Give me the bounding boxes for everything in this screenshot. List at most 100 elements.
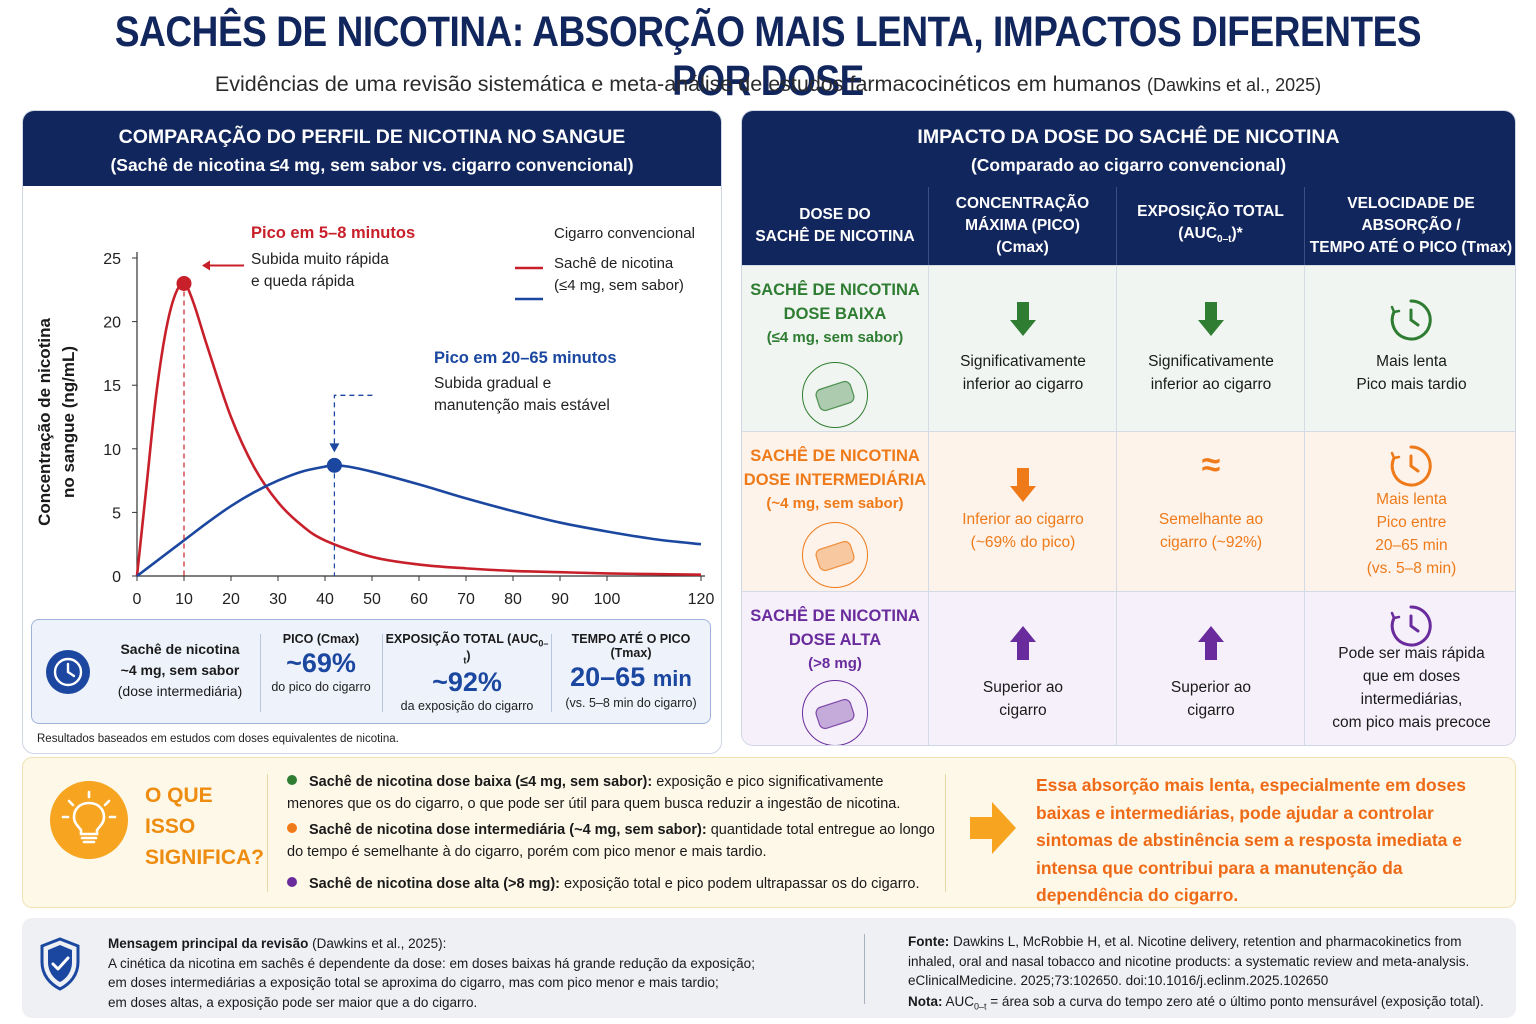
summary-tmax-value-row: 20–65 min [552,660,710,696]
subtitle-citation: (Dawkins et al., 2025) [1147,75,1322,95]
y-tick-label: 10 [103,442,121,459]
summary-divider [260,634,261,712]
x-tick-label: 60 [410,591,428,608]
dose-label-line2: DOSE BAIXA [783,305,887,323]
x-tick-label: 20 [222,591,240,608]
auc-cell: ≈ Semelhante ao cigarro (~92%) [1116,432,1304,592]
dose-label-line2: DOSE INTERMEDIÁRIA [743,471,927,489]
summary-label-line1: Sachê de nicotina [120,641,240,657]
auc-line2: inferior ao cigarro [1150,376,1272,393]
x-tick-label: 40 [316,591,334,608]
column-cmax-line2: MÁXIMA (PICO) [965,217,1080,234]
column-header-cmax: CONCENTRAÇÃO MÁXIMA (PICO) (Cmax) [928,187,1116,265]
table-row: SACHÊ DE NICOTINA DOSE INTERMEDIÁRIA (~4… [742,431,1515,592]
clock-icon [1390,445,1432,487]
page-subtitle: Evidências de uma revisão sistemática e … [0,72,1536,97]
x-tick-label: 120 [688,591,715,608]
dose-label-line1: SACHÊ DE NICOTINA [750,281,920,299]
note-auc-sub: 0–t [974,1001,987,1012]
table-row: SACHÊ DE NICOTINA DOSE BAIXA (≤4 mg, sem… [742,265,1515,432]
column-cmax-line1: CONCENTRAÇÃO [955,195,1090,212]
x-tick-label: 30 [269,591,287,608]
blood-profile-panel: COMPARAÇÃO DO PERFIL DE NICOTINA NO SANG… [22,110,722,754]
arrow-down-icon [1010,468,1036,502]
column-header-tmax: VELOCIDADE DE ABSORÇÃO / TEMPO ATÉ O PICO … [1304,187,1515,265]
bullet-text: exposição total e pico podem ultrapassar… [560,876,920,892]
y-tick-label: 15 [103,378,121,395]
bullet-text: exposição e pico significativamente meno… [287,774,901,812]
blood-profile-subtitle: (Sachê de nicotina ≤4 mg, sem sabor vs. … [110,155,634,175]
main-message: Mensagem principal da revisão (Dawkins e… [108,934,838,1012]
x-tick-label: 100 [594,591,621,608]
cigarette-peak-line2: e queda rápida [251,273,355,290]
left-footnote: Resultados baseados em estudos com doses… [37,733,399,745]
auc-text: Semelhante ao cigarro (~92%) [1117,508,1305,554]
source-label: Fonte: [908,934,950,949]
summary-tmax-value: 20–65 [570,662,646,692]
annotation-arrowhead [202,260,210,271]
column-auc-line1: EXPOSIÇÃO TOTAL [1137,202,1284,220]
summary-pico: PICO (Cmax) ~69% do pico do cigarro [261,632,381,694]
cmax-text: Superior ao cigarro [929,676,1117,722]
y-tick-label: 25 [103,251,121,268]
cmax-line1: Inferior ao cigarro [962,511,1084,528]
summary-pico-note: do pico do cigarro [271,680,371,694]
column-header-dose: DOSE DO SACHÊ DE NICOTINA [742,187,928,265]
summary-divider [551,634,552,712]
meaning-box: O QUE ISSO SIGNIFICA? Sachê de nicotina … [22,757,1516,908]
tmax-line2: Pico mais tardio [1356,376,1467,393]
legend-sachet-line1: Sachê de nicotina [554,255,674,272]
x-tick-label: 90 [551,591,569,608]
cmax-line1: Significativamente [960,353,1086,370]
source-text: Dawkins L, McRobbie H, et al. Nicotine d… [908,934,1470,988]
list-item: Sachê de nicotina dose baixa (≤4 mg, sem… [287,771,937,815]
cmax-line2: (~69% do pico) [970,534,1076,551]
column-dose-line2: SACHÊ DE NICOTINA [755,228,915,245]
x-tick-label: 10 [175,591,193,608]
sachet-series-line [136,464,702,578]
cmax-text: Significativamente inferior ao cigarro [929,350,1117,396]
tmax-line3: intermediárias, [1360,691,1463,708]
bullet-dot [287,775,297,785]
arrow-down-icon [1198,302,1224,336]
bullet-bold: Sachê de nicotina dose intermediária (~4… [309,822,707,838]
cmax-line2: inferior ao cigarro [962,376,1084,393]
tmax-line4: (vs. 5–8 min) [1366,560,1457,577]
clock-icon [1390,299,1432,341]
meaning-divider [945,774,946,892]
tmax-cell: Mais lenta Pico entre 20–65 min (vs. 5–8… [1304,432,1515,592]
subtitle-text: Evidências de uma revisão sistemática e … [214,72,1142,96]
legend-cigarette-label: Cigarro convencional [554,225,695,242]
summary-divider [382,634,383,712]
column-auc-pre: (AUC [1178,224,1218,242]
dose-label-line1: SACHÊ DE NICOTINA [750,607,920,625]
y-tick-label: 20 [103,315,121,332]
nicotine-line-chart: 05101520250102030405060708090100120Tempo… [35,251,715,608]
summary-product-label: Sachê de nicotina ~4 mg, sem sabor (dose… [100,639,260,702]
sachet-peak-annotation: Pico em 20–65 minutos Subida gradual e m… [434,347,617,417]
sachet-pouch-icon [802,362,868,428]
cigarette-peak-marker [176,275,192,291]
auc-line2: cigarro [1187,702,1235,719]
legend-sachet-label: Sachê de nicotina (≤4 mg, sem sabor) [554,253,684,297]
table-row: SACHÊ DE NICOTINA DOSE ALTA (>8 mg) Supe… [742,591,1515,745]
annotation-leader [333,394,373,446]
column-cmax-line3: (Cmax) [996,239,1049,256]
main-message-line3: em doses altas, a exposição pode ser mai… [108,994,478,1010]
y-axis-label: Concentração de nicotina no sangue (ng/mL… [35,318,78,526]
note-auc-pre: AUC [945,993,975,1009]
review-message-footer: Mensagem principal da revisão (Dawkins e… [22,918,1516,1018]
summary-auc-label-sub: 0–t [463,638,549,666]
main-message-line2: em doses intermediárias a exposição tota… [108,975,719,990]
dose-label-cell: SACHÊ DE NICOTINA DOSE BAIXA (≤4 mg, sem… [742,266,928,432]
column-header-auc: EXPOSIÇÃO TOTAL (AUC0–t)* [1116,187,1304,265]
pouch-shape [815,380,855,412]
tmax-text: Mais lenta Pico entre 20–65 min (vs. 5–8… [1305,488,1515,580]
shield-check-icon [40,937,80,991]
summary-auc-note: da exposição do cigarro [400,699,534,713]
arrow-up-icon [1010,626,1036,660]
tmax-line3: 20–65 min [1375,537,1448,554]
main-message-title: Mensagem principal da revisão [108,936,309,951]
annotation-arrowhead [329,443,340,453]
arrow-right-icon [970,802,1016,854]
